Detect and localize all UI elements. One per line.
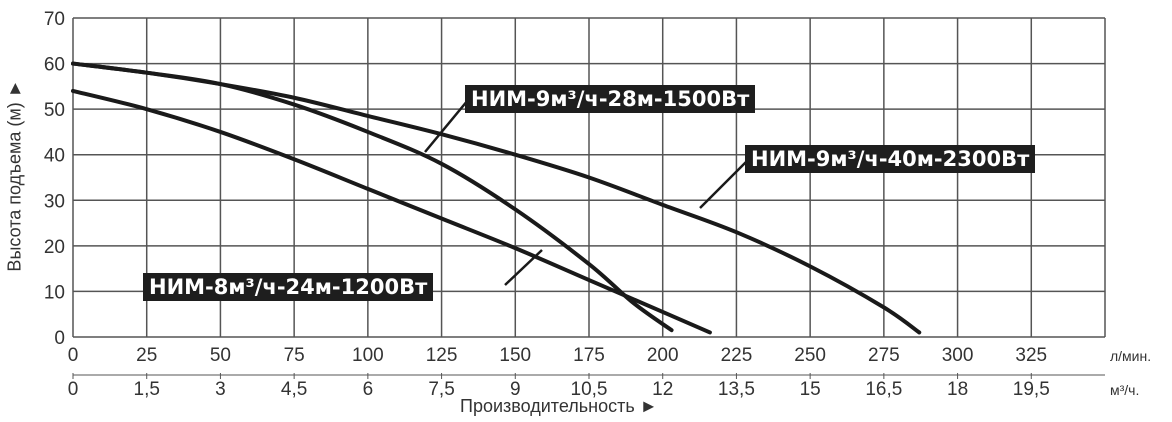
- x2-tick-label: 0: [68, 379, 79, 400]
- y-tick-label: 30: [44, 191, 65, 212]
- leader-line-2300: [699, 159, 749, 209]
- x-unit-label: л/мин.: [1110, 348, 1151, 364]
- x2-tick-label: 7,5: [428, 379, 454, 400]
- x-tick-label: 300: [942, 345, 974, 366]
- x-tick-label: 150: [499, 345, 531, 366]
- x-tick-label: 200: [647, 345, 679, 366]
- leader-line-1500: [424, 99, 469, 153]
- x2-tick-label: 4,5: [281, 379, 307, 400]
- x2-tick-label: 3: [215, 379, 226, 400]
- series-label-1200: НИМ-8м³/ч-24м-1200Вт: [143, 273, 434, 301]
- x2-unit-label: м³/ч.: [1110, 382, 1139, 398]
- x-tick-label: 325: [1015, 345, 1047, 366]
- series-line-2: [71, 61, 922, 335]
- x2-tick-label: 9: [510, 379, 521, 400]
- x-tick-label: 100: [352, 345, 384, 366]
- x2-tick-label: 1,5: [134, 379, 160, 400]
- x-tick-label: 250: [794, 345, 826, 366]
- x-tick-label: 125: [426, 345, 458, 366]
- x2-tick-label: 19,5: [1013, 379, 1050, 400]
- x-axis-label: Производительность ►: [460, 396, 658, 416]
- y-tick-label: 10: [44, 282, 65, 303]
- x2-tick-label: 18: [947, 379, 968, 400]
- x2-tick-label: 6: [363, 379, 374, 400]
- series-label-2300: НИМ-9м³/ч-40м-2300Вт: [745, 145, 1036, 173]
- x-tick-label: 175: [573, 345, 605, 366]
- y-tick-label: 60: [44, 55, 65, 76]
- x2-tick-label: 12: [652, 379, 673, 400]
- x-tick-label: 275: [868, 345, 900, 366]
- series-label-1500: НИМ-9м³/ч-28м-1500Вт: [465, 85, 756, 113]
- x-tick-label: 0: [68, 345, 79, 366]
- x-tick-label: 50: [210, 345, 231, 366]
- x2-tick-label: 13,5: [718, 379, 755, 400]
- x-tick-label: 75: [284, 345, 305, 366]
- x2-tick-label: 16,5: [865, 379, 902, 400]
- x2-tick-label: 10,5: [571, 379, 608, 400]
- x-tick-label: 25: [136, 345, 157, 366]
- x-tick-label: 225: [721, 345, 753, 366]
- y-tick-label: 70: [44, 9, 65, 30]
- leader-line-1200: [504, 249, 543, 286]
- y-tick-label: 50: [44, 100, 65, 121]
- x2-tick-label: 15: [800, 379, 821, 400]
- y-axis-label: Высота подъема (м) ►: [4, 79, 25, 272]
- y-tick-label: 0: [54, 328, 65, 349]
- y-tick-label: 40: [44, 146, 65, 167]
- y-tick-label: 20: [44, 237, 65, 258]
